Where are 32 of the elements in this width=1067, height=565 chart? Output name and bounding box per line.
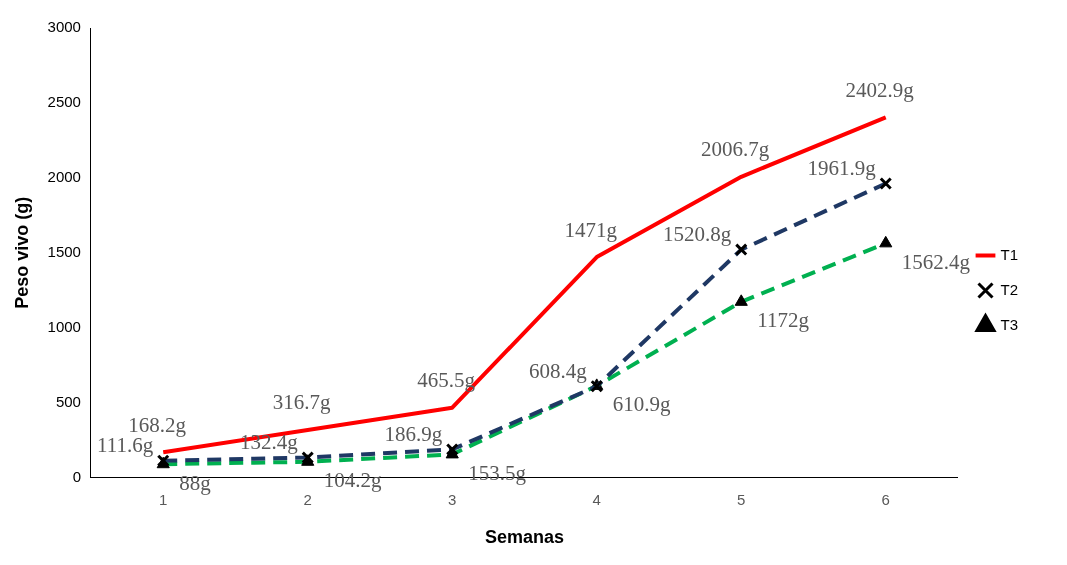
x-tick-label: 3 xyxy=(448,490,457,508)
data-label: 1961.9g xyxy=(807,156,877,181)
x-axis-title: Semanas xyxy=(484,527,565,548)
data-label: 88g xyxy=(179,470,212,495)
legend-label: T1 xyxy=(1000,245,1019,263)
legend-label: T3 xyxy=(1000,315,1019,333)
y-tick-label: 500 xyxy=(55,392,81,410)
data-label: 316.7g xyxy=(272,390,332,415)
y-tick-label: 3000 xyxy=(47,18,81,36)
data-label: 610.9g xyxy=(612,392,671,417)
x-tick-label: 5 xyxy=(737,490,746,508)
data-label: 132.4g xyxy=(239,430,299,455)
y-tick-label: 2000 xyxy=(47,167,81,185)
data-label: 1562.4g xyxy=(901,249,971,274)
data-label: 608.4g xyxy=(528,358,588,383)
legend-label: T2 xyxy=(1000,280,1019,298)
x-tick-label: 2 xyxy=(303,490,312,508)
data-label: 2402.9g xyxy=(845,77,915,102)
data-label: 1520.8g xyxy=(662,222,732,247)
data-label: 465.5g xyxy=(417,368,476,393)
data-label: 2006.7g xyxy=(701,137,770,162)
y-tick-label: 1000 xyxy=(47,317,81,335)
data-label: 1172g xyxy=(757,308,810,333)
x-tick-label: 1 xyxy=(159,490,168,508)
x-tick-label: 6 xyxy=(881,490,890,508)
y-tick-label: 0 xyxy=(72,467,81,485)
x-tick-label: 4 xyxy=(592,490,601,508)
data-label: 186.9g xyxy=(384,421,443,446)
data-label: 1471g xyxy=(564,217,618,242)
y-tick-label: 2500 xyxy=(47,93,81,111)
y-tick-label: 1500 xyxy=(47,242,81,260)
y-axis-title: Peso vivo (g) xyxy=(11,196,32,309)
